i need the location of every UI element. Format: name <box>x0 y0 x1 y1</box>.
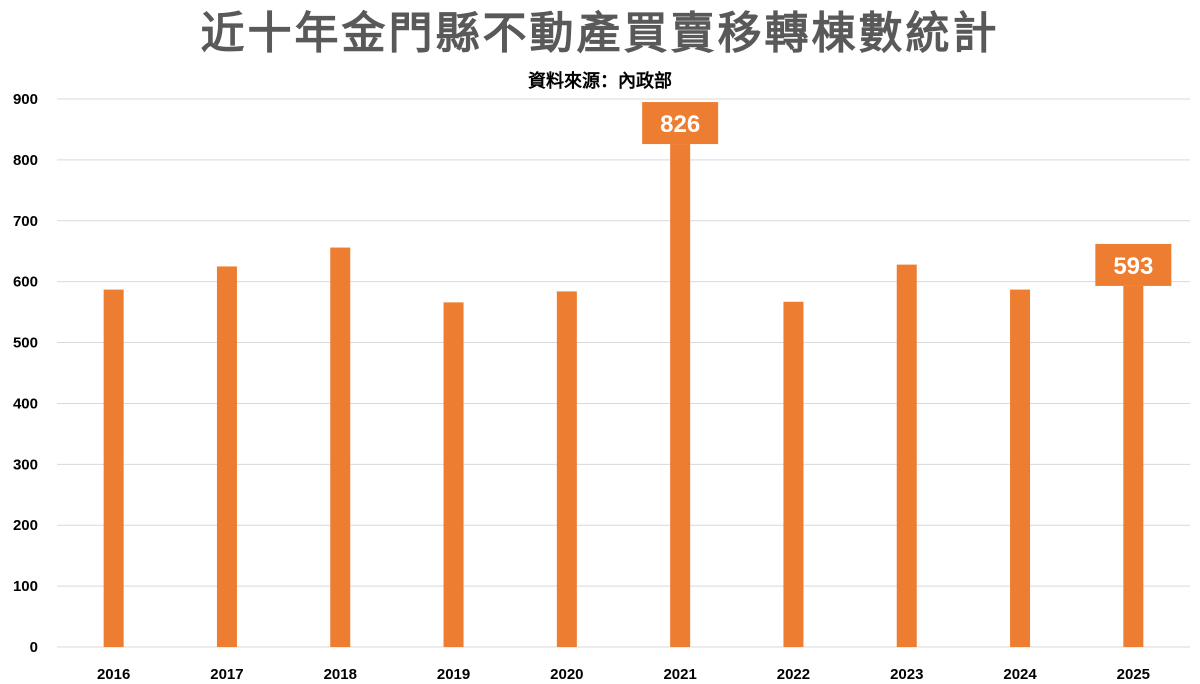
x-tick-label: 2025 <box>1117 666 1150 683</box>
y-tick-label: 600 <box>13 274 38 291</box>
chart-subtitle: 資料來源：內政部 <box>528 71 672 92</box>
data-label-box <box>1095 243 1172 286</box>
x-tick-label: 2023 <box>890 666 923 683</box>
bar-2025 <box>1123 285 1144 647</box>
y-tick-label: 800 <box>13 152 38 169</box>
bar-2020 <box>556 291 577 647</box>
x-tick-label: 2021 <box>663 666 696 683</box>
bars <box>103 144 1144 647</box>
bar-2019 <box>443 302 464 647</box>
bar-2018 <box>330 247 351 647</box>
data-label-box <box>642 102 719 145</box>
x-tick-label: 2017 <box>210 666 243 683</box>
gridlines <box>57 98 1190 648</box>
y-tick-label: 200 <box>13 517 38 534</box>
x-tick-label: 2020 <box>550 666 583 683</box>
y-tick-label: 700 <box>13 213 38 230</box>
y-tick-label: 100 <box>13 578 38 595</box>
y-tick-label: 0 <box>30 639 38 656</box>
x-tick-label: 2016 <box>97 666 130 683</box>
y-tick-label: 500 <box>13 335 38 352</box>
x-tick-label: 2024 <box>1003 666 1037 683</box>
data-label: 593 <box>1113 253 1153 280</box>
y-tick-label: 900 <box>13 91 38 108</box>
y-tick-label: 300 <box>13 456 38 473</box>
x-tick-label: 2022 <box>777 666 810 683</box>
x-axis-ticks: 2016 2017 2018 2019 2020 2021 2022 2023 2024 2025 <box>97 666 1150 683</box>
bar-2024 <box>1010 289 1031 647</box>
bar-2023 <box>896 264 917 647</box>
x-tick-label: 2018 <box>324 666 357 683</box>
bar-2021 <box>670 144 691 647</box>
bar-2022 <box>783 301 804 647</box>
y-tick-label: 400 <box>13 395 38 412</box>
data-labels: 826 593 <box>642 102 1172 286</box>
bar-2017 <box>216 266 237 647</box>
x-tick-label: 2019 <box>437 666 470 683</box>
data-label: 826 <box>660 111 700 138</box>
bar-2016 <box>103 289 124 647</box>
chart-title: 近十年金門縣不動產買賣移轉棟數統計 <box>200 8 1000 59</box>
y-axis-ticks: 0 100 200 300 400 500 600 700 800 900 <box>13 91 38 656</box>
